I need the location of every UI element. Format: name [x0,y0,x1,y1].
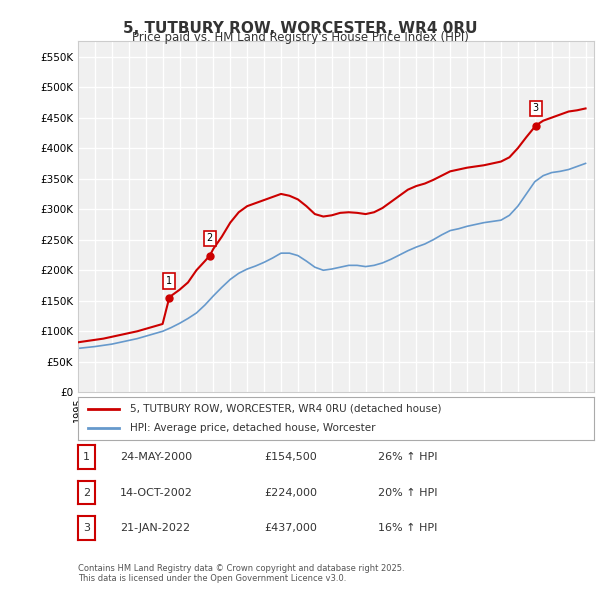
Text: HPI: Average price, detached house, Worcester: HPI: Average price, detached house, Worc… [130,422,375,432]
Text: £224,000: £224,000 [264,488,317,497]
Text: 24-MAY-2000: 24-MAY-2000 [120,453,192,462]
Text: 21-JAN-2022: 21-JAN-2022 [120,523,190,533]
Text: £154,500: £154,500 [264,453,317,462]
Text: 5, TUTBURY ROW, WORCESTER, WR4 0RU: 5, TUTBURY ROW, WORCESTER, WR4 0RU [123,21,477,35]
Text: 3: 3 [533,103,539,113]
Text: 3: 3 [83,523,90,533]
Text: 20% ↑ HPI: 20% ↑ HPI [378,488,437,497]
Text: 16% ↑ HPI: 16% ↑ HPI [378,523,437,533]
Text: 26% ↑ HPI: 26% ↑ HPI [378,453,437,462]
Text: 1: 1 [83,453,90,462]
Text: 2: 2 [83,488,90,497]
Text: 2: 2 [206,234,213,244]
Text: 14-OCT-2002: 14-OCT-2002 [120,488,193,497]
Text: Contains HM Land Registry data © Crown copyright and database right 2025.
This d: Contains HM Land Registry data © Crown c… [78,563,404,583]
Text: Price paid vs. HM Land Registry's House Price Index (HPI): Price paid vs. HM Land Registry's House … [131,31,469,44]
Text: £437,000: £437,000 [264,523,317,533]
Text: 1: 1 [166,276,172,286]
Text: 5, TUTBURY ROW, WORCESTER, WR4 0RU (detached house): 5, TUTBURY ROW, WORCESTER, WR4 0RU (deta… [130,404,441,414]
